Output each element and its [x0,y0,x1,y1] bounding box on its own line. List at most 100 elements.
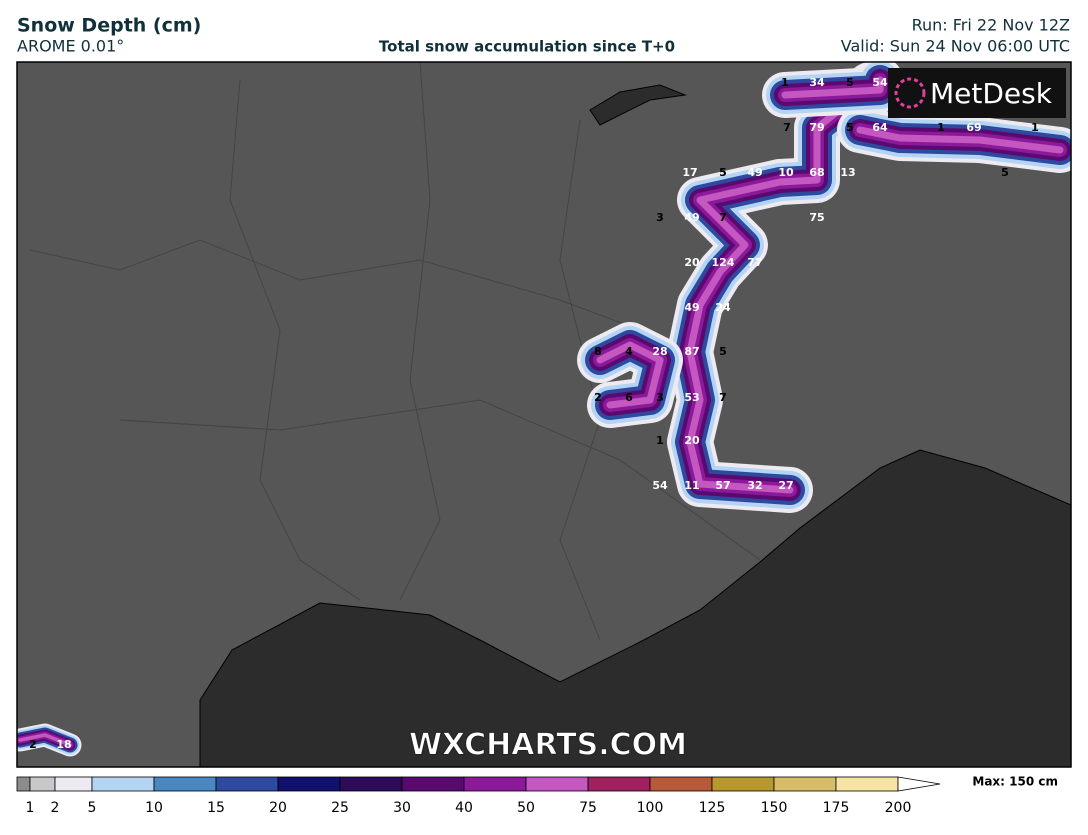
logo-icon [894,77,926,109]
legend-tick-label: 40 [455,800,473,816]
legend-tick-label: 50 [517,800,535,816]
snow-cover [17,62,1071,757]
legend: 1 2 5 10 15 20 25 30 40 50 75 100 125 150 175 200 [16,776,941,816]
snow-band [686,81,874,494]
point-value: 87 [684,345,699,358]
point-value: 5 [719,345,727,358]
point-value: 1 [937,121,945,134]
point-value: 54 [872,76,888,89]
snow-band [596,341,664,409]
legend-tick-label: 20 [269,800,287,816]
legend-tick-label: 100 [637,800,664,816]
point-value: 8 [594,345,602,358]
legend-max: Max: 150 cm [972,775,1058,789]
legend-tick-label: 30 [393,800,411,816]
point-value: 69 [966,121,981,134]
point-value: 20 [684,434,700,447]
point-value: 75 [809,211,824,224]
subtitle: Total snow accumulation since T+0 [379,38,675,56]
point-value: 32 [747,479,762,492]
point-value: 1 [1031,121,1039,134]
point-value: 7 [719,391,727,404]
snow-band [18,733,72,747]
model: AROME 0.01° [17,37,124,56]
point-value: 79 [809,121,824,134]
point-value: 54 [652,479,668,492]
point-value: 7 [719,211,727,224]
map-frame [16,61,1072,768]
legend-tick-label: 2 [51,800,60,816]
title: Snow Depth (cm) [17,15,201,37]
point-value: 77 [747,256,762,269]
point-value: 5 [846,76,854,89]
lake [589,84,687,126]
logo: MetDesk [930,77,1053,110]
point-value: 1 [781,76,789,89]
point-value: 20 [684,256,700,269]
point-value: 6 [625,391,633,404]
legend-arrow [897,776,941,792]
legend-swatch [54,776,93,792]
run: Run: Fri 22 Nov 12Z [912,16,1070,35]
legend-swatch [339,776,403,792]
map [17,62,1071,767]
borders [29,62,761,641]
legend-tick-label: 125 [699,800,726,816]
point-value: 57 [715,479,730,492]
legend-swatch [463,776,527,792]
legend-swatch [649,776,713,792]
point-value: 27 [778,479,793,492]
point-value: 49 [684,301,699,314]
point-value: 28 [652,345,667,358]
legend-swatch [215,776,279,792]
point-value: 2 [594,391,602,404]
point-value: 5 [846,121,854,134]
legend-swatch [91,776,155,792]
point-value: 53 [684,391,699,404]
point-value: 3 [656,211,664,224]
legend-tick-label: 150 [761,800,788,816]
legend-tick-label: 15 [207,800,225,816]
legend-tick-label: 5 [88,800,97,816]
logo-box [888,68,1066,118]
legend-swatch [277,776,341,792]
legend-swatch [773,776,837,792]
legend-tick-label: 10 [145,800,163,816]
legend-tick-label: 75 [579,800,597,816]
legend-swatch [711,776,775,792]
point-value: 49 [684,211,699,224]
legend-swatch [401,776,465,792]
valid: Valid: Sun 24 Nov 06:00 UTC [841,37,1070,56]
point-value: 10 [778,166,794,179]
point-value: 68 [809,166,824,179]
point-value: 17 [682,166,697,179]
legend-tick-label: 200 [885,800,912,816]
point-value: 3 [656,391,664,404]
legend-swatch [835,776,899,792]
point-value: 124 [712,256,735,269]
point-value: 2 [29,738,37,751]
snow-band [856,126,1064,154]
legend-tick-label: 25 [331,800,349,816]
point-value: 5 [1001,166,1009,179]
point-value: 7 [783,121,791,134]
legend-tick-label: 1 [26,800,35,816]
watermark: WXCHARTS.COM [409,728,687,763]
point-value: 1 [656,434,664,447]
snow-band [781,76,884,99]
legend-swatch [587,776,651,792]
point-value: 49 [747,166,762,179]
point-value: 4 [625,345,633,358]
sea [199,449,1071,767]
legend-swatch [153,776,217,792]
point-value: 24 [715,301,731,314]
point-value: 5 [719,166,727,179]
point-value: 13 [840,166,855,179]
legend-tick-label: 175 [823,800,850,816]
legend-swatch [525,776,589,792]
legend-swatch [29,776,56,792]
point-value: 34 [809,76,825,89]
point-value: 64 [872,121,888,134]
